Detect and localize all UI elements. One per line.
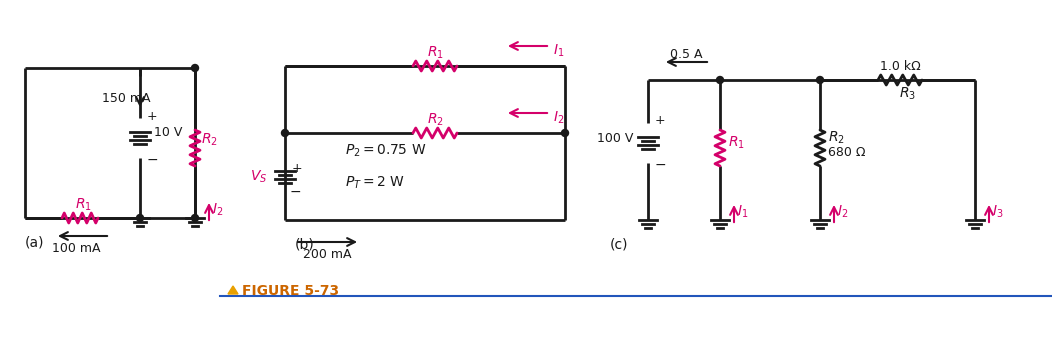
Circle shape [137, 215, 143, 221]
Circle shape [562, 129, 568, 137]
Text: 100 mA: 100 mA [52, 241, 101, 255]
Text: $V_S$: $V_S$ [249, 168, 267, 185]
Text: $P_T = 2$ W: $P_T = 2$ W [345, 175, 405, 191]
Text: $I_2$: $I_2$ [837, 204, 848, 220]
Circle shape [716, 76, 724, 83]
Circle shape [191, 65, 199, 72]
Text: $I_2$: $I_2$ [553, 110, 564, 126]
Text: −: − [655, 158, 667, 172]
Text: (a): (a) [25, 236, 44, 250]
Text: −: − [290, 185, 302, 198]
Text: (c): (c) [610, 238, 628, 252]
Text: −: − [147, 153, 159, 167]
Text: $R_3$: $R_3$ [899, 86, 916, 102]
Text: $R_1$: $R_1$ [426, 45, 444, 61]
Text: (b): (b) [295, 238, 315, 252]
Text: +: + [292, 162, 303, 175]
Polygon shape [228, 286, 238, 294]
Text: $R_1$: $R_1$ [728, 135, 745, 151]
Text: 200 mA: 200 mA [303, 248, 351, 262]
Text: +: + [147, 110, 158, 122]
Text: $I_1$: $I_1$ [553, 43, 564, 59]
Text: $P_2 = 0.75$ W: $P_2 = 0.75$ W [345, 143, 426, 159]
Text: $R_2$: $R_2$ [201, 132, 218, 148]
Text: $I_2$: $I_2$ [213, 202, 223, 218]
Text: $R_2$: $R_2$ [828, 130, 845, 146]
Text: 150 mA: 150 mA [102, 92, 150, 104]
Circle shape [191, 215, 199, 221]
Text: $I_3$: $I_3$ [992, 204, 1004, 220]
Text: $I_1$: $I_1$ [737, 204, 748, 220]
Text: 10 V: 10 V [154, 126, 182, 140]
Text: FIGURE 5-73: FIGURE 5-73 [242, 284, 339, 298]
Text: 0.5 A: 0.5 A [670, 48, 703, 62]
Circle shape [282, 129, 288, 137]
Text: 100 V: 100 V [596, 131, 633, 145]
Text: 1.0 kΩ: 1.0 kΩ [879, 59, 920, 72]
Circle shape [816, 76, 824, 83]
Text: +: + [655, 115, 666, 127]
Text: 680 Ω: 680 Ω [828, 146, 866, 160]
Text: $R_1$: $R_1$ [75, 197, 92, 213]
Text: $R_2$: $R_2$ [426, 112, 444, 128]
